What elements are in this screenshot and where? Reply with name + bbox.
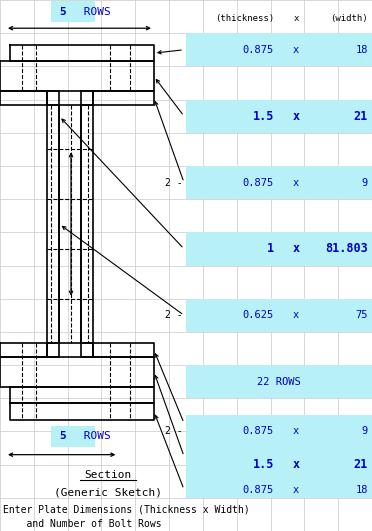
Text: x: x xyxy=(293,426,299,436)
Text: (thickness): (thickness) xyxy=(215,14,274,23)
Bar xyxy=(51,426,95,447)
Text: x: x xyxy=(293,177,299,187)
Text: 21: 21 xyxy=(354,458,368,471)
Text: 0.625: 0.625 xyxy=(243,310,274,320)
Text: 0.875: 0.875 xyxy=(243,426,274,436)
Bar xyxy=(186,166,372,199)
Text: 75: 75 xyxy=(356,310,368,320)
Text: x: x xyxy=(292,458,299,471)
Text: ROWS: ROWS xyxy=(77,431,111,441)
Text: Enter Plate Dimensions (Thickness x Width): Enter Plate Dimensions (Thickness x Widt… xyxy=(3,504,250,515)
Text: 1.5: 1.5 xyxy=(253,110,274,123)
Text: 0.875: 0.875 xyxy=(243,484,274,494)
Text: 1.5: 1.5 xyxy=(253,458,274,471)
Text: x: x xyxy=(293,45,299,55)
Text: 5: 5 xyxy=(60,6,67,16)
Text: 21: 21 xyxy=(354,110,368,123)
Text: and Number of Bolt Rows: and Number of Bolt Rows xyxy=(3,519,162,529)
Text: 9: 9 xyxy=(362,426,368,436)
Bar xyxy=(51,1,95,22)
Bar xyxy=(186,298,372,332)
Bar xyxy=(186,448,372,481)
Text: x: x xyxy=(292,110,299,123)
Text: x: x xyxy=(293,484,299,494)
Text: 0.875: 0.875 xyxy=(243,177,274,187)
Text: 18: 18 xyxy=(356,45,368,55)
Bar xyxy=(186,233,372,266)
Text: x: x xyxy=(293,310,299,320)
Text: x: x xyxy=(292,243,299,255)
Text: 2 -: 2 - xyxy=(166,426,183,436)
Bar xyxy=(186,481,372,498)
Text: ROWS: ROWS xyxy=(77,6,111,16)
Bar xyxy=(186,365,372,398)
Bar xyxy=(186,33,372,66)
Text: 81.803: 81.803 xyxy=(325,243,368,255)
Text: x: x xyxy=(293,14,299,23)
Text: (width): (width) xyxy=(330,14,368,23)
Text: 2 -: 2 - xyxy=(166,310,183,320)
Bar xyxy=(186,415,372,448)
Text: 22 ROWS: 22 ROWS xyxy=(257,376,301,387)
Text: 2 -: 2 - xyxy=(166,177,183,187)
Text: 9: 9 xyxy=(362,177,368,187)
Text: 5: 5 xyxy=(60,431,67,441)
Text: 0.875: 0.875 xyxy=(243,45,274,55)
Text: 18: 18 xyxy=(356,484,368,494)
Text: Section: Section xyxy=(84,469,132,479)
Bar xyxy=(186,100,372,133)
Text: 1: 1 xyxy=(267,243,274,255)
Text: (Generic Sketch): (Generic Sketch) xyxy=(54,488,162,498)
